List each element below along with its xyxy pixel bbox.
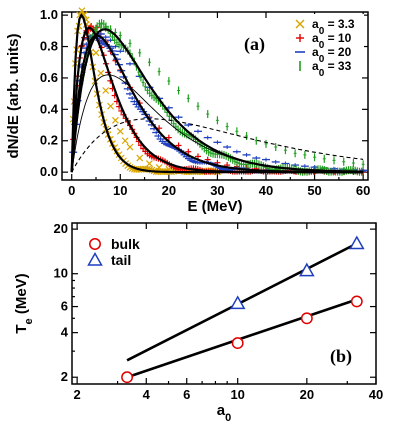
fit-curve-5 (71, 118, 364, 173)
x-tick-label: 20 (162, 183, 176, 198)
x-tick-label: 2 (74, 387, 81, 402)
fit-line-1 (126, 242, 358, 362)
legend-label-main: a (312, 31, 319, 45)
y-tick-label: 0.2 (40, 133, 58, 148)
x-tick-label: 50 (307, 183, 321, 198)
x-tick-label: 0 (68, 183, 75, 198)
y-tick-label: 0.6 (40, 70, 58, 85)
y-tick-label: 0.4 (40, 101, 59, 116)
panel-b: 2 4 6 10 20 40 2 4 6 10 20 a0 Te (MeV) (b) bulktai… (13, 221, 383, 424)
panel-a-frame (61, 11, 369, 181)
legend-label: a0 = 33 (312, 59, 352, 79)
data-point (126, 163, 134, 171)
x-tick-label: 10 (230, 387, 244, 402)
legend-label-main: a (312, 45, 319, 59)
series-bulk (121, 295, 363, 384)
panel-b-y-axis-label: Te (MeV) (13, 273, 35, 333)
y-tick-label: 20 (54, 221, 68, 236)
legend-label-sub: 0 (319, 54, 325, 65)
y-axis-label-main: T (13, 324, 30, 333)
legend-label-main: a (312, 59, 319, 73)
legend-label-main: a (312, 17, 319, 31)
data-point (121, 371, 134, 384)
y-axis-label-tail: (MeV) (13, 273, 30, 318)
x-tick-label: 40 (369, 387, 383, 402)
panel-b-ticks: 2 4 6 10 20 40 2 4 6 10 20 (54, 221, 384, 402)
legend-marker (295, 19, 305, 29)
data-point (350, 295, 363, 308)
y-tick-label: 2 (61, 369, 68, 384)
legend-label: bulk (111, 236, 140, 252)
legend-marker (89, 238, 101, 250)
panel-a: 0 10 20 30 40 50 600.00.20.40.60.81.0 E (MeV) … (5, 7, 370, 215)
data-point (102, 87, 110, 94)
x-tick-label: 4 (143, 387, 151, 402)
data-point (300, 312, 313, 325)
legend-label: a0 = 20 (312, 45, 352, 65)
panel-b-x-axis-label: a0 (217, 402, 231, 424)
y-tick-label: 4 (61, 325, 69, 340)
data-point (78, 7, 86, 15)
y-tick-label: 6 (61, 299, 68, 314)
legend-label-tail: = 3.3 (324, 17, 355, 31)
data-point (121, 137, 129, 145)
data-point (126, 143, 134, 151)
data-point (97, 69, 105, 77)
x-tick-label: 30 (210, 183, 224, 198)
data-point (229, 295, 246, 310)
panel-b-frame (71, 222, 377, 385)
y-axis-label-sub: e (23, 318, 35, 324)
x-tick-label: 20 (300, 387, 314, 402)
x-axis-label-sub: 0 (225, 412, 231, 424)
fit-curve-2 (70, 34, 364, 174)
legend-label: a0 = 10 (312, 31, 352, 51)
x-tick-label: 6 (183, 387, 190, 402)
panel-a-x-axis-label: E (MeV) (187, 198, 242, 215)
x-axis-label-main: a (217, 402, 226, 419)
data-point (299, 262, 315, 277)
legend-label-sub: 0 (319, 68, 325, 79)
panel-b-data (121, 235, 365, 384)
data-point (136, 154, 144, 162)
data-point (146, 160, 153, 167)
data-point (231, 337, 244, 350)
legend-label-tail: = 10 (324, 31, 351, 45)
legend-label: tail (111, 252, 131, 268)
data-point (116, 127, 124, 135)
y-tick-label: 10 (54, 266, 68, 281)
legend-label-tail: = 20 (324, 45, 351, 59)
panel-a-label: (a) (244, 34, 265, 55)
legend-marker (87, 251, 103, 266)
x-tick-label: 10 (113, 183, 127, 198)
y-tick-label: 0.0 (40, 164, 58, 179)
legend-label-sub: 0 (319, 26, 325, 37)
panel-a-fit-curves (70, 13, 364, 174)
data-point (107, 102, 114, 110)
y-tick-label: 0.8 (40, 39, 58, 54)
data-point (92, 49, 100, 57)
panel-b-label: (b) (330, 346, 352, 367)
x-tick-label: 40 (259, 183, 273, 198)
legend-label-tail: = 33 (324, 59, 351, 73)
data-point (155, 164, 163, 171)
fit-line-0 (126, 298, 358, 379)
series-tail (229, 235, 365, 310)
panel-a-y-axis-label: dN/dE (arb. units) (5, 34, 22, 159)
panel-a-ticks: 0 10 20 30 40 50 60 0.0 0.2 0.4 0.6 0.8 1.0 (40, 7, 370, 198)
panel-b-fit-lines (126, 242, 358, 379)
legend-label-sub: 0 (319, 40, 325, 51)
y-tick-label: 1.0 (40, 7, 58, 22)
fit-curve-4 (71, 74, 364, 173)
x-tick-label: 60 (356, 183, 370, 198)
data-point (349, 235, 365, 250)
data-point (112, 116, 119, 124)
legend-label: a0 = 3.3 (312, 17, 355, 37)
